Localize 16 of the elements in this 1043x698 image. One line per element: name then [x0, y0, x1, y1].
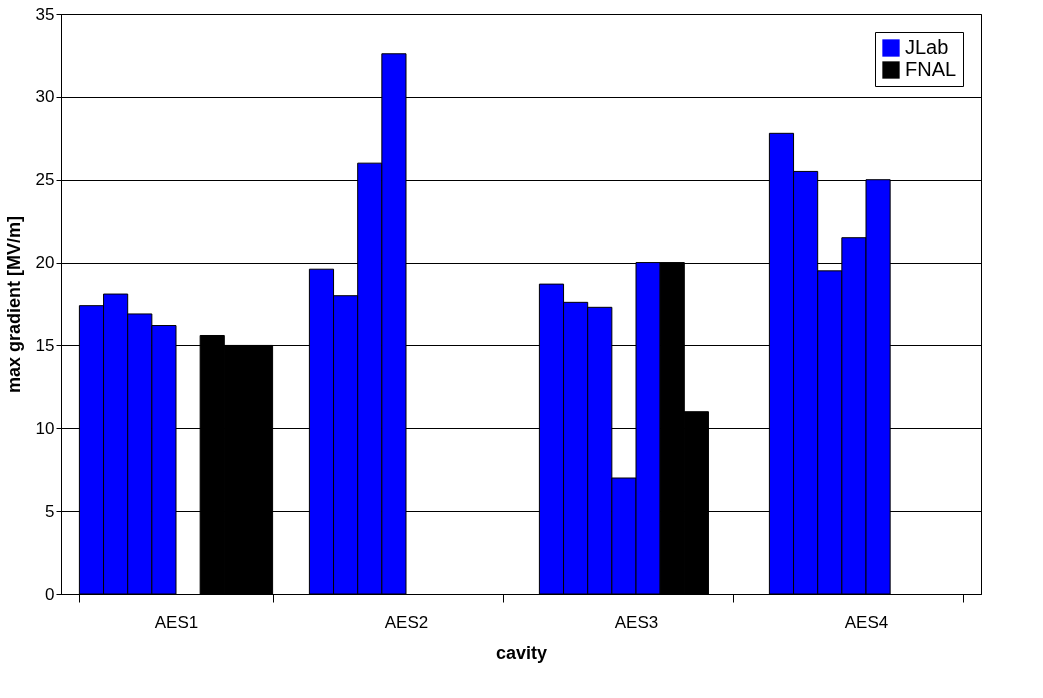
- y-tick-label: 0: [45, 584, 55, 604]
- legend-label: JLab: [905, 36, 949, 58]
- y-tick-label: 30: [35, 87, 55, 107]
- y-tick-label: 25: [35, 170, 55, 190]
- y-tick-label: 5: [45, 501, 55, 521]
- y-tick-label: 15: [35, 335, 55, 355]
- x-tick-label: AES2: [384, 612, 429, 632]
- x-tick-label: AES4: [844, 612, 889, 632]
- y-tick-label: 20: [35, 253, 55, 273]
- legend-label: FNAL: [905, 58, 957, 80]
- y-tick-label: 35: [35, 4, 55, 24]
- x-axis-title: cavity: [495, 642, 548, 663]
- x-tick-label: AES3: [614, 612, 659, 632]
- y-axis-title: max gradient [MV/m]: [3, 215, 24, 394]
- x-tick-label: AES1: [154, 612, 199, 632]
- y-tick-label: 10: [35, 418, 55, 438]
